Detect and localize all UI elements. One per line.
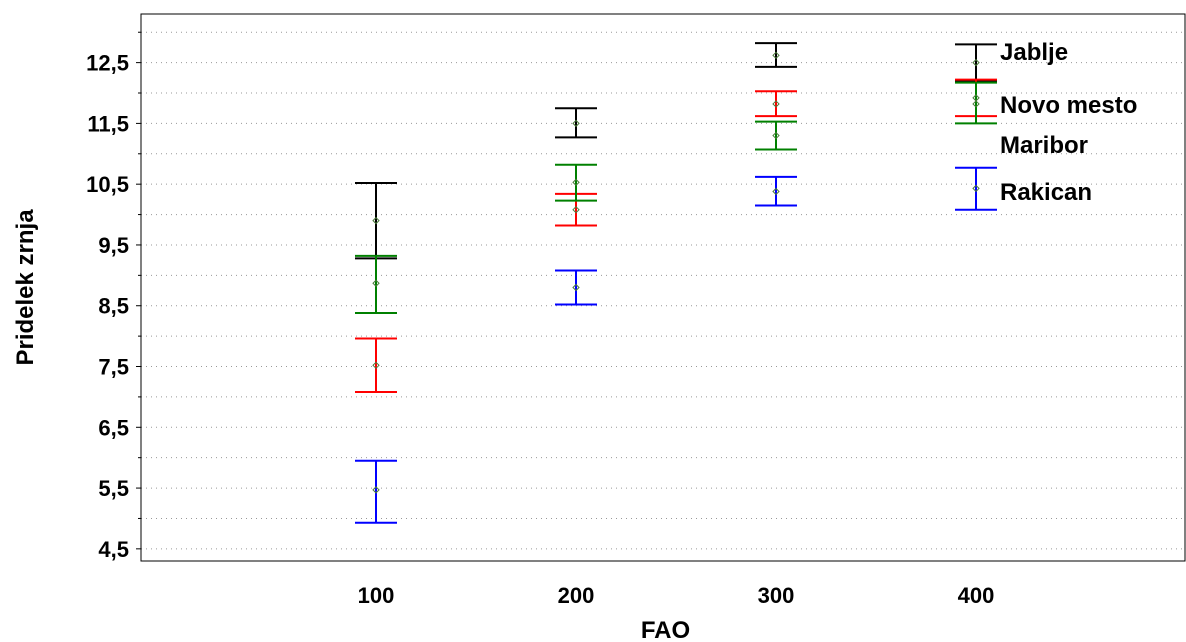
x-axis-ticks: 100 200 300 400 <box>358 583 995 608</box>
y-tick-label: 9,5 <box>98 233 129 258</box>
mean-point <box>972 184 980 193</box>
mean-point <box>372 361 380 370</box>
y-tick-label: 5,5 <box>98 476 129 501</box>
mean-point <box>772 187 780 196</box>
y-tick-label: 10,5 <box>86 172 129 197</box>
error-bars <box>355 42 997 524</box>
legend-entry-rakican: Rakican <box>1000 179 1092 206</box>
x-tick-label: 300 <box>758 583 795 608</box>
mean-point <box>772 131 780 140</box>
plot-area <box>140 13 1186 562</box>
x-tick-label: 100 <box>358 583 395 608</box>
series-jablje <box>355 42 997 260</box>
mean-point <box>772 51 780 60</box>
mean-point <box>972 100 980 108</box>
mean-point <box>972 58 980 67</box>
grid-lines <box>141 31 1186 550</box>
mean-point <box>372 279 380 287</box>
x-tick-label: 200 <box>558 583 595 608</box>
series-maribor <box>355 81 997 315</box>
mean-point <box>572 283 580 292</box>
mean-point <box>372 486 380 494</box>
series-novo-mesto <box>355 78 997 394</box>
legend-entry-maribor: Maribor <box>1000 132 1088 159</box>
y-tick-label: 7,5 <box>98 355 129 380</box>
legend-entry-novo-mesto: Novo mesto <box>1000 92 1137 119</box>
y-tick-label: 11,5 <box>87 111 129 136</box>
y-tick-label: 6,5 <box>98 415 129 440</box>
y-tick-label: 12,5 <box>86 51 129 76</box>
mean-point <box>772 100 780 108</box>
series-rakican <box>355 166 997 524</box>
mean-point <box>372 216 380 225</box>
x-tick-label: 400 <box>958 583 995 608</box>
legend-entry-jablje: Jablje <box>1000 39 1068 66</box>
y-tick-label: 8,5 <box>98 294 129 319</box>
x-axis-title: FAO <box>641 617 690 642</box>
legend: Jablje Novo mesto Maribor Rakican <box>1000 39 1137 206</box>
y-axis-title: Pridelek zrnja <box>12 209 39 366</box>
y-axis-ticks: 4,5 5,5 6,5 7,5 8,5 9,5 10,5 11,5 12,5 <box>86 31 141 562</box>
y-tick-label: 4,5 <box>98 537 129 562</box>
data-points <box>372 51 980 494</box>
mean-point <box>572 119 580 128</box>
mean-point <box>572 178 580 187</box>
mean-point <box>572 205 580 214</box>
